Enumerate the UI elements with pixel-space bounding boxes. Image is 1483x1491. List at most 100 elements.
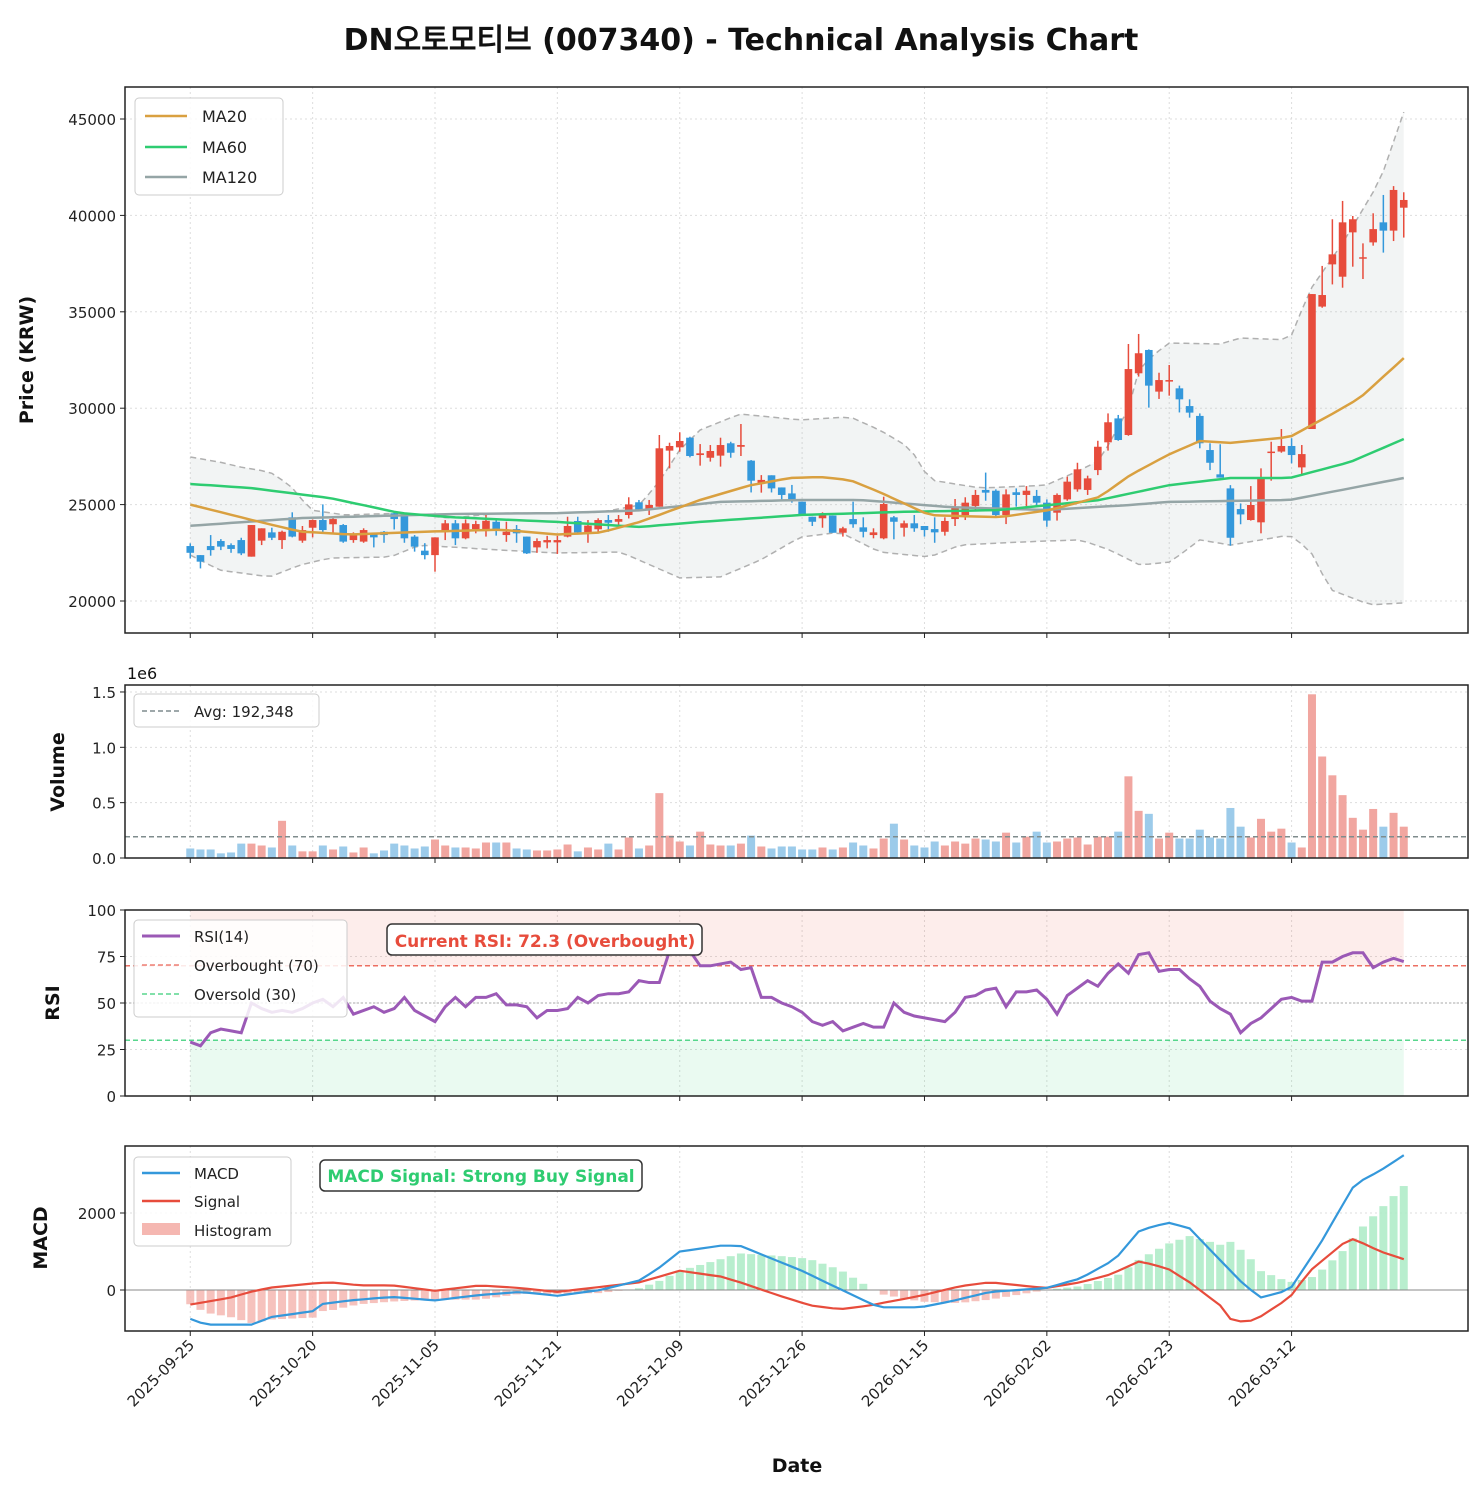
macd-histogram-bar	[1358, 1226, 1367, 1290]
y-tick-label: 1.5	[92, 684, 116, 702]
volume-bar	[706, 844, 715, 858]
macd-histogram-bar	[267, 1289, 276, 1320]
volume-average-label: Avg: 192,348	[194, 703, 294, 721]
plot-frame	[124, 909, 1469, 1097]
candle-down	[777, 487, 786, 495]
volume-bar	[390, 843, 399, 858]
macd-histogram-bar	[675, 1270, 684, 1290]
macd-histogram-bar	[359, 1289, 368, 1304]
macd-histogram-bar	[1389, 1196, 1398, 1290]
volume-bar	[1246, 837, 1255, 858]
macd-histogram-bar	[441, 1289, 450, 1300]
volume-bar	[716, 845, 725, 858]
candle-up	[1389, 189, 1398, 231]
volume-bar	[206, 849, 215, 858]
volume-bar	[227, 852, 236, 858]
macd-histogram-bar	[818, 1263, 827, 1290]
macd-histogram-bar	[900, 1289, 909, 1299]
volume-bar	[583, 847, 592, 858]
volume-bar	[512, 848, 521, 858]
macd-histogram-bar	[910, 1289, 919, 1301]
macd-histogram-bar	[787, 1257, 796, 1290]
volume-bar	[645, 845, 654, 858]
macd-histogram-bar	[573, 1289, 582, 1294]
y-tick-label: 100	[87, 902, 116, 920]
candle-up	[329, 519, 337, 525]
macd-histogram-bar	[1073, 1286, 1082, 1290]
candle-up	[1328, 254, 1337, 265]
volume-bar	[1134, 810, 1143, 858]
rsi-axis-label: RSI	[42, 985, 64, 1020]
legend-overbought: Overbought (70)	[194, 957, 319, 975]
rsi-line	[189, 947, 1405, 1048]
macd-histogram-bar	[298, 1289, 307, 1319]
macd-histogram-bar	[1246, 1259, 1255, 1290]
candle-down	[798, 501, 806, 515]
macd-histogram-bar	[1053, 1288, 1062, 1290]
legend-oversold: Oversold (30)	[194, 986, 296, 1004]
candle-up	[1002, 494, 1010, 516]
candle-down	[859, 527, 868, 532]
y-tick-label: 20000	[68, 593, 116, 611]
volume-bar	[1236, 826, 1245, 858]
macd-histogram-bar	[1236, 1249, 1245, 1290]
candle-down	[1287, 445, 1296, 456]
y-tick-label: 0.5	[92, 795, 116, 813]
ma120-line	[190, 476, 1405, 528]
macd-histogram-bar	[838, 1271, 847, 1290]
candle-up	[1246, 504, 1255, 521]
x-tick-label: 2026-01-15	[858, 1336, 932, 1410]
candle-down	[370, 533, 378, 538]
volume-bar	[991, 841, 1000, 858]
macd-histogram-bar	[1063, 1287, 1072, 1290]
candle-up	[1134, 353, 1143, 374]
volume-bar	[614, 849, 623, 858]
candle-up	[502, 531, 511, 536]
volume-bar	[1216, 838, 1225, 858]
volume-bar	[798, 849, 807, 858]
macd-histogram-bar	[390, 1289, 399, 1302]
candle-down	[604, 520, 613, 523]
candle-up	[900, 523, 908, 528]
candle-up	[696, 453, 704, 456]
volume-bar	[879, 838, 888, 858]
volume-offset-label: 1e6	[127, 664, 157, 683]
candle-down	[319, 520, 327, 531]
candle-down	[981, 489, 990, 493]
volume-bar	[747, 835, 756, 858]
macd-histogram-bar	[339, 1289, 348, 1308]
volume-bar	[1277, 828, 1286, 858]
macd-histogram-bar	[777, 1256, 786, 1290]
candle-up	[584, 525, 592, 533]
macd-histogram-bar	[1318, 1269, 1327, 1290]
candle-up	[1369, 229, 1377, 243]
volume-bar	[757, 846, 766, 858]
x-tick-label: 2025-10-20	[246, 1336, 320, 1410]
candle-up	[675, 440, 684, 448]
volume-bar	[981, 839, 990, 858]
volume-bar	[1379, 826, 1388, 858]
volume-bar	[1348, 817, 1357, 858]
volume-bar	[849, 842, 858, 858]
volume-bar	[767, 848, 776, 858]
volume-bar	[951, 841, 960, 858]
macd-histogram-bar	[1369, 1216, 1378, 1290]
macd-histogram-bar	[1114, 1274, 1123, 1290]
volume-bar	[1114, 831, 1123, 858]
y-tick-label: 45000	[68, 111, 116, 129]
macd-signal-text: MACD Signal: Strong Buy Signal	[327, 1167, 634, 1187]
macd-histogram-bar	[1104, 1278, 1113, 1290]
volume-bar	[808, 849, 817, 858]
volume-bar	[726, 845, 735, 858]
volume-bar	[624, 837, 633, 858]
volume-bar	[481, 842, 490, 858]
plot-frame	[124, 684, 1469, 859]
volume-bar	[1226, 807, 1235, 858]
candle-down	[992, 490, 1000, 516]
macd-histogram-bar	[1226, 1241, 1235, 1290]
volume-legend: Avg: 192,348	[133, 693, 320, 728]
volume-bar	[329, 849, 338, 858]
y-tick-label: 2000	[78, 1205, 116, 1223]
candle-up	[757, 479, 766, 484]
volume-bar	[216, 853, 225, 858]
